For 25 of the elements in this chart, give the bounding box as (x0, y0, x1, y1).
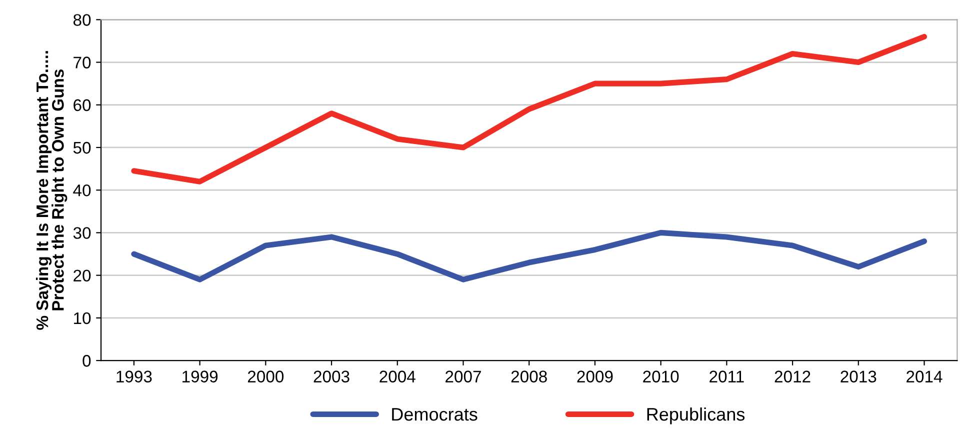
x-tick-label: 1993 (116, 370, 152, 382)
x-tick-label: 2014 (906, 370, 942, 382)
x-tick-label: 2008 (511, 370, 547, 382)
y-tick-label: 20 (74, 270, 91, 282)
x-tick-label: 2007 (446, 370, 481, 382)
x-tick-label: 2009 (577, 370, 613, 382)
y-tick-label: 40 (73, 184, 91, 196)
legend-label: Democrats (392, 408, 478, 421)
y-axis-title: % Saying It Is More Important To..... Protect the Right to Own Guns (36, 51, 68, 330)
x-tick-label: 2003 (314, 370, 350, 382)
y-tick-label: 60 (74, 99, 91, 112)
x-tick-label: 1999 (182, 370, 218, 382)
x-tick-label: 2010 (643, 370, 679, 382)
y-tick-label: 10 (74, 312, 91, 324)
y-tick-label: 70 (74, 56, 91, 68)
x-tick-label: 2011 (710, 370, 744, 382)
x-tick-label: 2000 (248, 370, 284, 382)
y-tick-label: 30 (73, 227, 91, 239)
y-tick-label: 80 (73, 14, 91, 26)
x-tick-label: 2012 (774, 370, 810, 382)
y-tick-label: 50 (73, 142, 91, 154)
y-tick-label: 0 (82, 354, 91, 367)
legend-label: Republicans (647, 407, 745, 424)
x-tick-label: 2013 (840, 370, 876, 382)
x-tick-label: 2004 (380, 370, 416, 382)
